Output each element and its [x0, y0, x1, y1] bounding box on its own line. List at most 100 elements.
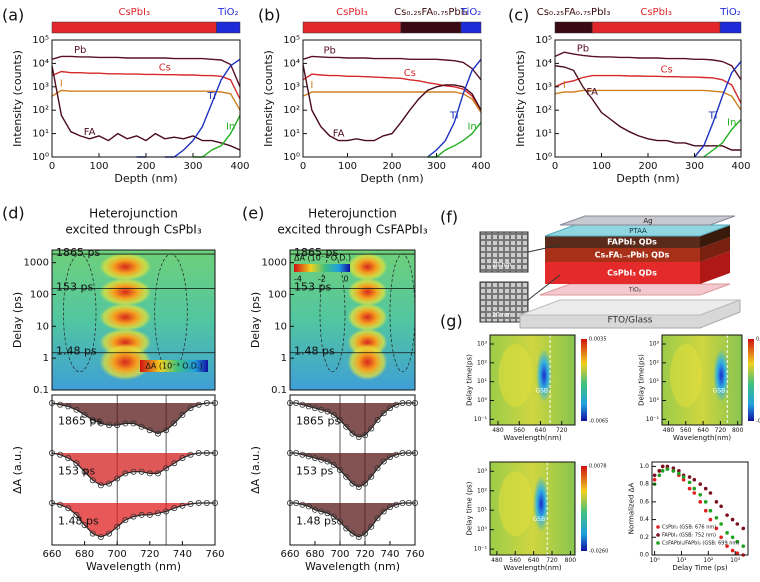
data-point — [380, 508, 387, 515]
series-line — [554, 89, 742, 111]
annotation: GSB — [535, 387, 548, 394]
series-label: Pb — [74, 45, 86, 56]
series-label: Ti — [207, 91, 217, 102]
colorbar — [140, 360, 208, 372]
plot-frame — [289, 249, 416, 391]
data-point — [368, 473, 375, 480]
x-tick-label: 720 — [715, 427, 727, 434]
layer-bar — [719, 21, 742, 34]
data-point — [698, 482, 703, 486]
data-point — [660, 464, 665, 469]
data-point — [714, 516, 719, 520]
data-point — [714, 500, 719, 504]
tem-image — [479, 231, 529, 273]
panel-title: Heterojunction — [89, 207, 178, 221]
heatmap-blob — [536, 348, 553, 403]
data-point — [106, 422, 113, 429]
data-point — [725, 513, 729, 517]
layer-label: CsPbI₃ — [640, 7, 672, 18]
heatmap-blob — [99, 252, 152, 281]
data-point — [305, 453, 312, 460]
data-point — [405, 449, 412, 456]
y-tick-label: 10⁰ — [477, 397, 488, 404]
series-line — [302, 55, 482, 81]
data-point — [665, 464, 670, 469]
series-line — [703, 119, 742, 158]
series-label: In — [226, 122, 235, 133]
data-point — [122, 420, 129, 427]
y-tick-label: 100 — [268, 290, 287, 301]
x-tick-label: 560 — [510, 557, 522, 564]
data-point — [299, 501, 306, 508]
data-point — [361, 432, 368, 439]
panel-label: (d) — [2, 204, 25, 223]
data-point — [374, 416, 381, 423]
data-point — [324, 510, 331, 517]
data-point — [114, 422, 121, 429]
data-point — [677, 471, 681, 476]
layer-bar — [302, 21, 402, 34]
data-point — [73, 511, 80, 518]
data-point — [57, 501, 64, 508]
heatmap-blob — [713, 348, 730, 403]
layer — [545, 262, 700, 284]
data-point — [405, 399, 412, 406]
y-tick-label: 10³ — [477, 340, 488, 347]
y-tick-label: 10¹ — [535, 129, 552, 140]
y-tick-label: 10² — [649, 359, 660, 366]
series-label: Cs — [159, 63, 171, 74]
trace-label: 1.48 ps — [296, 515, 337, 528]
data-point — [97, 482, 104, 489]
y-tick-label: 10⁰ — [283, 152, 300, 163]
colorbar-tick-label: -2 — [318, 275, 326, 284]
data-point — [730, 517, 735, 522]
layer — [539, 283, 731, 296]
layer-bar — [554, 21, 593, 34]
series-label: I — [563, 80, 566, 91]
data-point — [719, 535, 723, 540]
data-point — [665, 467, 670, 471]
colorbar — [581, 466, 587, 551]
layer-label: PTAA — [629, 227, 647, 235]
heatmap-blob — [670, 344, 702, 407]
heatmap-blob — [347, 303, 388, 332]
plot-frame — [661, 334, 743, 426]
x-axis-label: Wavelength (nm) — [305, 560, 400, 573]
data-point — [349, 530, 356, 537]
heatmap-blob — [99, 303, 152, 332]
data-point — [687, 486, 692, 491]
data-point — [73, 406, 80, 413]
layer — [700, 225, 730, 248]
data-point — [154, 510, 161, 517]
y-tick-label: 10⁵ — [283, 35, 300, 46]
layer-label: CsPbI₃ — [118, 7, 150, 18]
data-point — [399, 449, 406, 456]
series-line — [302, 64, 482, 142]
colorbar-tick-label: -0.0065 — [589, 419, 608, 425]
x-tick-label: 720 — [556, 427, 568, 434]
x-tick-label: 100 — [592, 161, 611, 172]
heatmap-blob — [533, 475, 550, 532]
layer-label: FTO/Glass — [608, 316, 653, 326]
legend-marker — [656, 525, 660, 529]
data-point — [122, 470, 129, 477]
series-label: Ti — [449, 110, 459, 121]
layer-label: TiO₂ — [217, 7, 238, 18]
series-line — [693, 61, 742, 158]
data-point — [692, 486, 697, 491]
y-tick-label: 10² — [32, 105, 49, 116]
data-point — [146, 427, 153, 434]
x-tick-label: 200 — [638, 161, 657, 172]
layer-label: Ag — [643, 217, 652, 225]
x-tick-label: 720 — [140, 549, 159, 560]
legend-marker — [656, 533, 660, 537]
data-point — [154, 470, 161, 477]
trace-label: 1865 ps — [296, 415, 340, 428]
data-point — [81, 522, 88, 529]
x-tick-label: 0 — [300, 161, 306, 172]
data-point — [311, 405, 318, 412]
x-tick-label: 10¹ — [676, 557, 687, 564]
data-point — [393, 501, 400, 508]
series-label: In — [727, 117, 736, 128]
y-tick-label: 10¹ — [283, 129, 300, 140]
